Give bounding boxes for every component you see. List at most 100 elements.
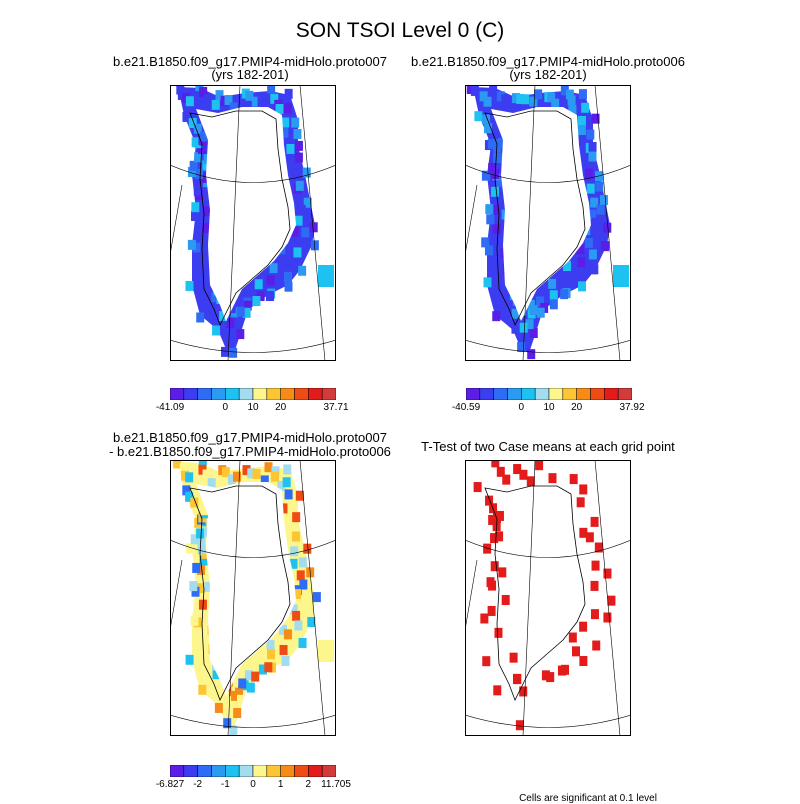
grid-cell [266,275,275,286]
grid-cell [561,274,570,285]
grid-cell [294,215,303,226]
colorbar-tick-label: 10 [247,402,259,413]
figure-title: SON TSOI Level 0 (C) [295,19,505,42]
significant-cell [509,652,518,663]
grid-cell [294,152,303,163]
grid-cell [190,497,199,508]
graticule-line [465,339,631,353]
colorbar-tick-label: 20 [275,402,287,413]
grid-cell [536,296,545,307]
colorbar-swatch [225,388,240,400]
graticule-line [594,460,621,736]
grid-cell [258,664,267,675]
grid-cell [576,270,585,281]
grid-lines [465,85,631,361]
colorbar-panel1: -41.09 0 10 20 37.71 [156,388,349,418]
grid-cell [295,180,304,191]
colorbar-tick-label: -1 [220,779,230,790]
grid-cell [484,123,493,134]
colorbar-swatch [266,765,281,777]
significant-cell [513,464,522,475]
grid-cell [236,329,245,340]
grid-cell [495,127,504,138]
colorbar-panel3: -6.827 -2 -1 0 1 2 11.705 [156,765,351,795]
grid-cell [270,471,279,482]
grid-cell [483,277,492,288]
significant-cell [490,561,499,572]
grid-cell [489,85,498,94]
significant-cell [590,516,599,527]
panel1-title-line1: b.e21.B1850.f09_g17.PMIP4-midHolo.proto0… [113,54,387,69]
significance-footnote: Cells are significant at 0.1 level [519,793,657,804]
graticule-line [594,85,621,361]
grid-cell [511,93,520,104]
grid-cell [599,195,608,206]
greenland-fill-layer [176,85,334,358]
significant-cell [572,646,581,657]
colorbar-tick-label: -2 [193,779,203,790]
colorbar-swatch [280,388,295,400]
grid-cell [197,639,206,650]
grid-cell [595,181,604,192]
grid-cell [296,570,305,581]
grid-cell [588,142,597,153]
significant-cell [607,595,616,606]
grid-cell [202,469,211,480]
grid-cell [227,474,236,485]
colorbar-swatch [252,765,268,777]
grid-cell [603,222,612,233]
grid-cell [548,278,557,289]
grid-cell [289,558,298,569]
grid-cell [247,468,256,479]
grid-cell [485,204,494,215]
grid-cell [492,223,501,234]
grid-cell [197,534,206,545]
ice-sheet-interior [491,107,591,321]
significant-cell [585,532,594,543]
grid-cell [283,103,292,114]
colorbar-swatch [183,765,198,777]
significant-cell [526,476,535,487]
grid-cell [191,202,200,213]
significant-cell [548,473,557,484]
grid-cell [212,669,221,680]
significant-cell [515,720,524,731]
grid-cell [487,138,496,149]
colorbar-swatch [604,388,619,400]
colorbar-swatch [238,388,254,400]
grid-cell [577,257,586,268]
significant-cell [557,665,566,676]
graticule-line [522,460,536,736]
significant-cell [535,460,544,471]
grid-cell [601,241,610,252]
grid-cell [307,616,316,627]
east-coast-cells [613,265,629,287]
colorbar-panel2: -40.59 0 10 20 37.92 [452,388,645,418]
colorbar-swatch [466,388,481,400]
grid-cell [197,544,206,555]
grid-cell [275,104,284,115]
grid-cell [284,271,293,282]
grid-cell [298,637,307,648]
grid-cell [251,653,260,664]
significant-cell [491,460,500,468]
grid-cell [284,159,293,170]
grid-cell [281,117,290,128]
grid-cell [238,678,247,689]
grid-cell [560,85,569,96]
grid-cell [294,620,303,631]
significant-cell [513,673,522,684]
grid-cell [193,123,202,134]
significant-cell [498,567,507,578]
grid-cell [251,96,260,107]
significant-cell [483,543,492,554]
grid-cell [264,462,273,473]
greenland-fill-layer [173,460,334,736]
grid-cell [547,92,556,103]
colorbar-swatch [507,388,522,400]
grid-cell [226,318,235,329]
graticule-line [170,339,336,353]
grid-cell [196,583,205,594]
grid-cell [192,562,201,573]
significant-cell [519,686,528,697]
